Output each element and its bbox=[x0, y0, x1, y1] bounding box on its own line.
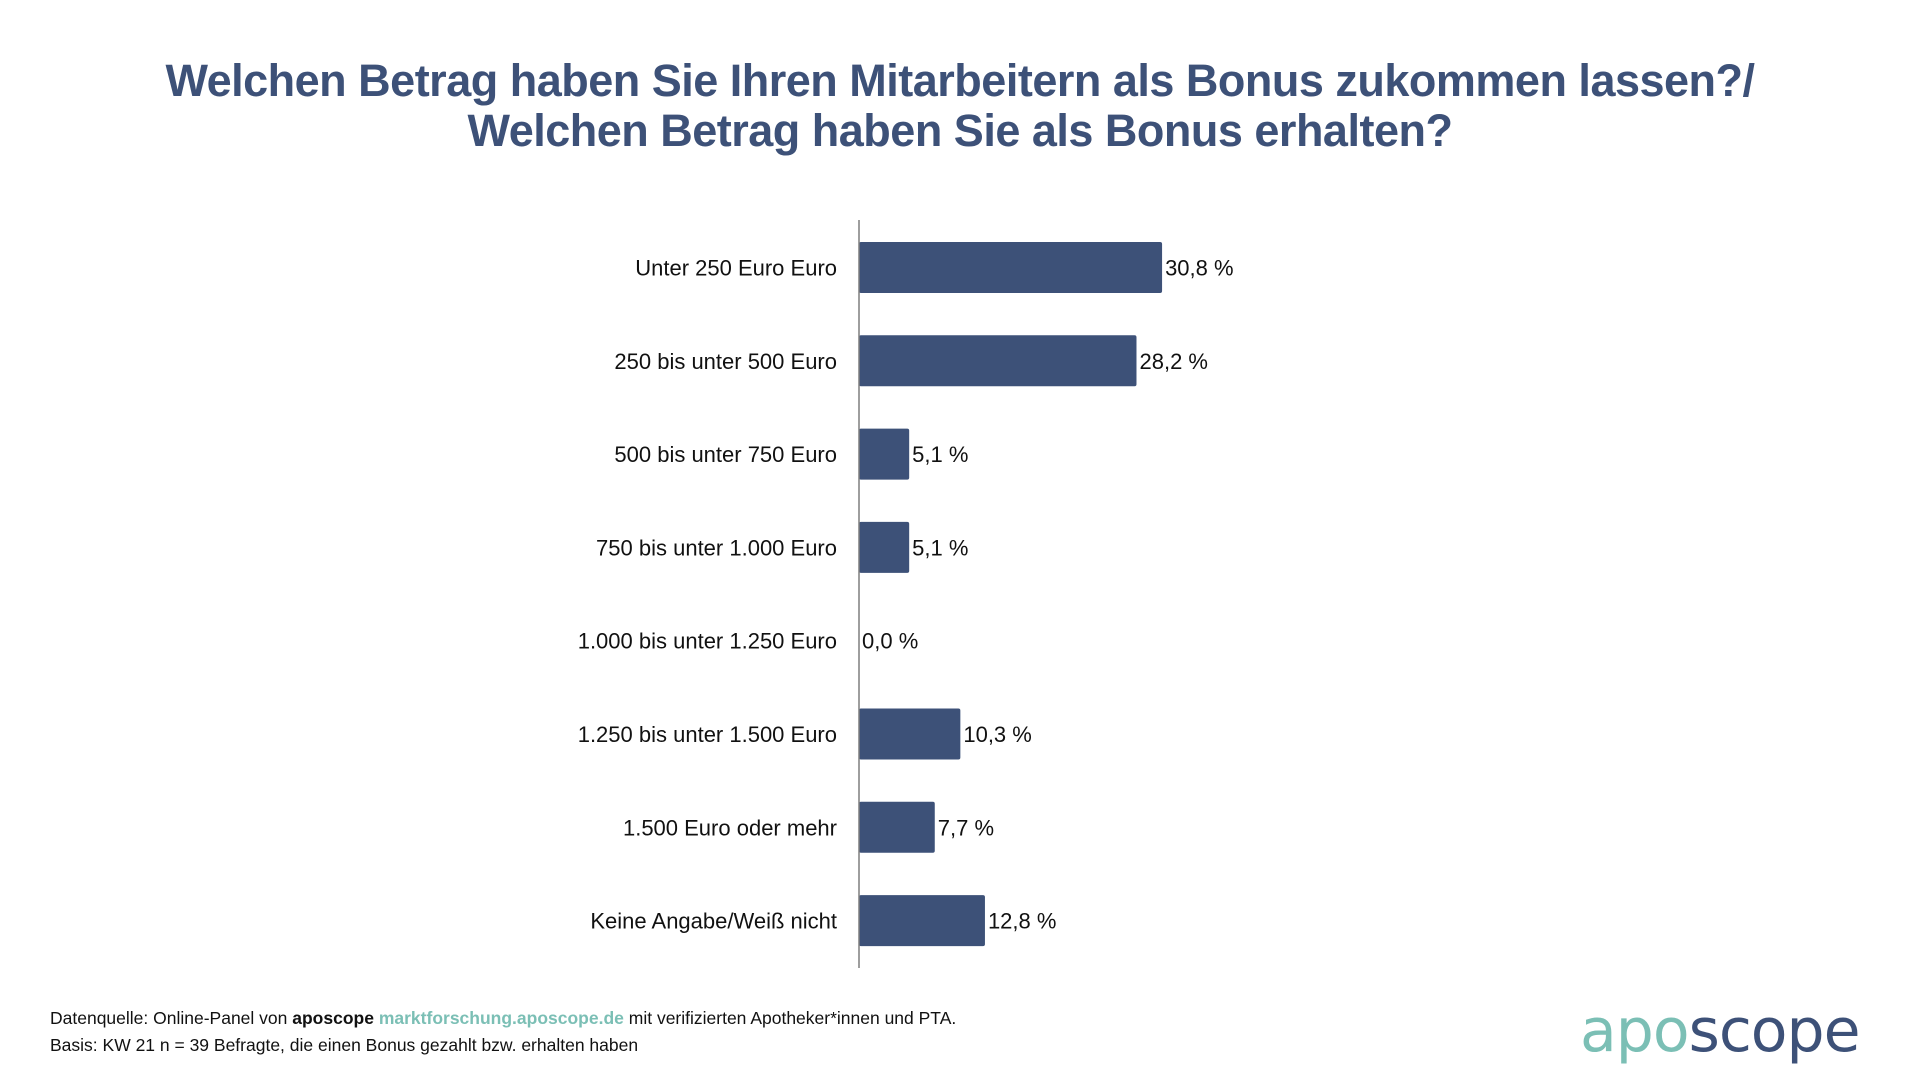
footer: Datenquelle: Online-Panel von aposcope m… bbox=[50, 1005, 956, 1059]
logo-part-apo: apo bbox=[1580, 996, 1690, 1066]
chart-title-line-2: Welchen Betrag haben Sie als Bonus erhal… bbox=[467, 105, 1453, 156]
value-label: 7,7 % bbox=[938, 815, 994, 840]
category-label: Unter 250 Euro Euro bbox=[635, 256, 837, 281]
value-label: 0,0 % bbox=[862, 629, 918, 654]
category-label: 1.250 bis unter 1.500 Euro bbox=[578, 722, 837, 747]
source-note: Datenquelle: Online-Panel von aposcope m… bbox=[50, 1005, 956, 1032]
category-label: 500 bis unter 750 Euro bbox=[614, 442, 837, 467]
value-label: 28,2 % bbox=[1139, 349, 1208, 374]
value-label: 10,3 % bbox=[963, 722, 1032, 747]
value-label: 5,1 % bbox=[912, 535, 968, 560]
category-label: 1.500 Euro oder mehr bbox=[623, 815, 837, 840]
source-brand: aposcope bbox=[292, 1008, 374, 1028]
category-label: 750 bis unter 1.000 Euro bbox=[596, 535, 837, 560]
aposcope-logo: aposcope bbox=[1580, 996, 1861, 1066]
category-label: 250 bis unter 500 Euro bbox=[614, 349, 837, 374]
category-label: 1.000 bis unter 1.250 Euro bbox=[578, 629, 837, 654]
chart-title-line-1: Welchen Betrag haben Sie Ihren Mitarbeit… bbox=[165, 55, 1755, 106]
bar bbox=[859, 801, 935, 853]
category-label: Keine Angabe/Weiß nicht bbox=[590, 909, 837, 934]
bars-group: Unter 250 Euro Euro 30,8 % 250 bis unter 5… bbox=[578, 242, 1234, 947]
bar bbox=[859, 895, 985, 947]
bar bbox=[859, 335, 1137, 387]
bar bbox=[859, 242, 1163, 293]
value-label: 5,1 % bbox=[912, 442, 968, 467]
source-link[interactable]: marktforschung.aposcope.de bbox=[378, 1008, 624, 1028]
value-label: 12,8 % bbox=[988, 909, 1057, 934]
bar bbox=[859, 708, 961, 760]
bar bbox=[859, 521, 910, 573]
source-suffix: mit verifizierten Apotheker*innen und PT… bbox=[623, 1008, 957, 1028]
source-prefix: Datenquelle: Online-Panel von bbox=[50, 1008, 293, 1028]
chart-title: Welchen Betrag haben Sie Ihren Mitarbeit… bbox=[0, 56, 1920, 156]
value-label: 30,8 % bbox=[1165, 256, 1234, 281]
logo-part-scope: scope bbox=[1688, 996, 1861, 1066]
bar bbox=[859, 428, 910, 480]
basis-note: Basis: KW 21 n = 39 Befragte, die einen … bbox=[50, 1035, 639, 1055]
